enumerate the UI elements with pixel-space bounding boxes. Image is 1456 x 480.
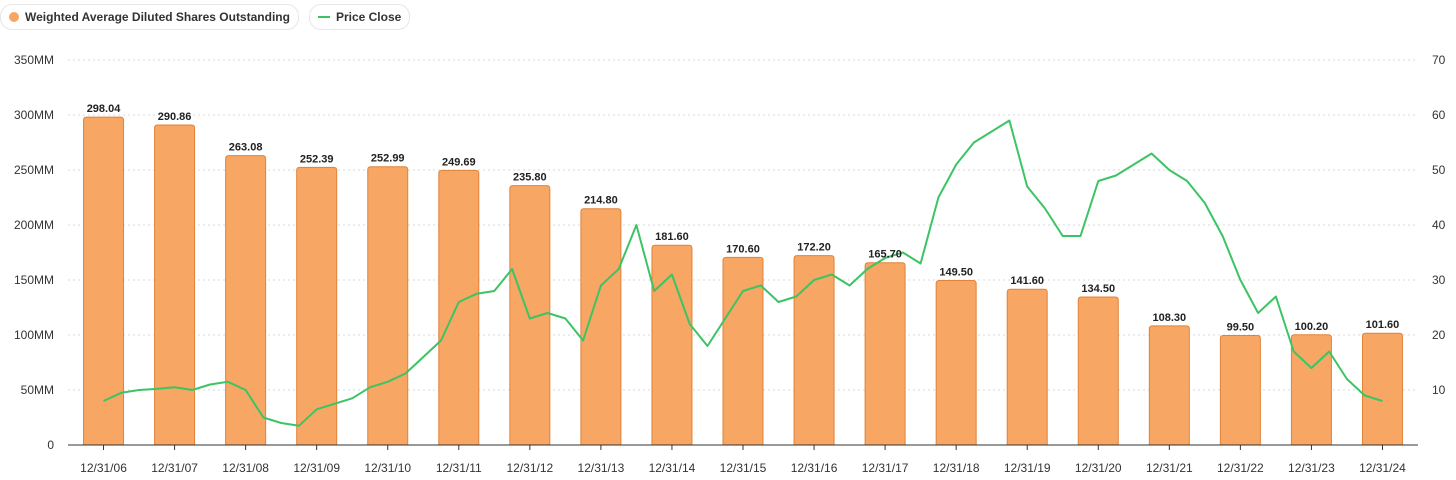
y-left-tick-label: 50MM [21, 383, 54, 397]
x-tick-label: 12/31/08 [222, 461, 269, 475]
y-left-tick-label: 100MM [14, 328, 54, 342]
bar-series [83, 116, 1403, 446]
bar [1361, 332, 1403, 446]
bar [296, 166, 338, 446]
y-right-tick-label: 60 [1432, 108, 1446, 122]
bar [1006, 288, 1048, 446]
x-tick-label: 12/31/19 [1004, 461, 1051, 475]
bar-value-label: 134.50 [1081, 283, 1115, 295]
y-right-tick-label: 10 [1432, 383, 1446, 397]
x-tick-label: 12/31/22 [1217, 461, 1264, 475]
bar-value-label: 108.30 [1152, 312, 1186, 324]
y-right-tick-label: 40 [1432, 218, 1446, 232]
x-tick-label: 12/31/21 [1146, 461, 1193, 475]
legend-item-shares-outstanding[interactable]: Weighted Average Diluted Shares Outstand… [0, 4, 299, 30]
bar [864, 262, 906, 446]
x-tick-label: 12/31/14 [649, 461, 696, 475]
bar-value-label: 100.20 [1295, 321, 1329, 333]
bar [580, 208, 622, 446]
bar [793, 255, 835, 446]
y-left-tick-label: 250MM [14, 163, 54, 177]
price-close-line [103, 119, 1383, 427]
x-tick-label: 12/31/17 [862, 461, 909, 475]
y-left-tick-label: 350MM [14, 53, 54, 67]
legend-label-shares-outstanding: Weighted Average Diluted Shares Outstand… [25, 10, 290, 24]
x-tick-label: 12/31/13 [578, 461, 625, 475]
bar-value-label: 298.04 [87, 103, 122, 115]
bar-value-label: 165.70 [868, 249, 902, 261]
bar-value-label: 172.20 [797, 242, 831, 254]
x-tick-label: 12/31/18 [933, 461, 980, 475]
axes: 0 50MM 100MM 150MM 200MM 250MM 300MM 350MM 10 20 3… [14, 53, 1446, 475]
data-labels: 298.04 290.86 263.08 252.39 252.99 249.69 235.… [87, 103, 1400, 333]
bar-value-label: 249.69 [442, 156, 476, 168]
bar-value-label: 170.60 [726, 243, 760, 255]
bar [1290, 334, 1332, 446]
x-tick-label: 12/31/20 [1075, 461, 1122, 475]
y-right-tick-label: 70 [1432, 53, 1446, 67]
bar [1219, 335, 1261, 446]
bar-value-label: 214.80 [584, 195, 618, 207]
bar [722, 256, 764, 446]
x-tick-label: 12/31/09 [293, 461, 340, 475]
bar-value-label: 99.50 [1227, 322, 1255, 334]
bar-value-label: 252.99 [371, 153, 405, 165]
bar [509, 185, 551, 446]
bar [438, 169, 480, 446]
y-left-tick-label: 300MM [14, 108, 54, 122]
x-tick-label: 12/31/12 [506, 461, 553, 475]
x-tick-label: 12/31/23 [1288, 461, 1335, 475]
bar-value-label: 252.39 [300, 153, 334, 165]
legend-item-price-close[interactable]: Price Close [308, 4, 411, 30]
bar [1077, 296, 1119, 446]
bar-value-label: 149.50 [939, 267, 973, 279]
y-left-tick-label: 150MM [14, 273, 54, 287]
chart-legend: Weighted Average Diluted Shares Outstand… [0, 4, 411, 30]
x-tick-label: 12/31/16 [791, 461, 838, 475]
x-tick-label: 12/31/11 [436, 461, 482, 475]
y-right-tick-label: 50 [1432, 163, 1446, 177]
orange-circle-icon [9, 12, 19, 22]
bar [1148, 325, 1190, 446]
y-left-tick-label: 200MM [14, 218, 54, 232]
bar-value-label: 101.60 [1366, 319, 1400, 331]
bar-value-label: 141.60 [1010, 275, 1044, 287]
green-line-icon [317, 16, 330, 18]
line-series [103, 119, 1383, 427]
bar [225, 155, 267, 446]
bar [935, 280, 977, 446]
legend-label-price-close: Price Close [335, 10, 402, 24]
x-tick-label: 12/31/15 [720, 461, 767, 475]
y-left-tick-label: 0 [47, 438, 54, 452]
x-tick-label: 12/31/07 [151, 461, 198, 475]
bar-value-label: 263.08 [229, 142, 263, 154]
x-tick-label: 12/31/24 [1359, 461, 1406, 475]
bar [651, 244, 693, 446]
x-tick-label: 12/31/10 [364, 461, 411, 475]
bar-value-label: 235.80 [513, 172, 547, 184]
bar-value-label: 290.86 [158, 111, 192, 123]
x-tick-label: 12/31/06 [80, 461, 127, 475]
bar [83, 116, 125, 446]
y-right-tick-label: 30 [1432, 273, 1446, 287]
bar [367, 166, 409, 446]
bar [154, 124, 196, 446]
y-right-tick-label: 20 [1432, 328, 1446, 342]
bar-value-label: 181.60 [655, 231, 689, 243]
